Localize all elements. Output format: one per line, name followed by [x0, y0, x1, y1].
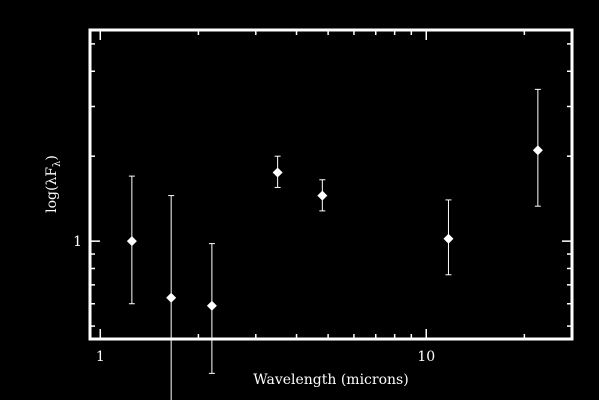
data-point-diamond [166, 292, 177, 303]
tick-labels: 1 10 1 [73, 234, 435, 365]
plot-frame [88, 28, 574, 341]
data-point-diamond [206, 300, 217, 311]
y-axis-label: log(λFλ) [44, 155, 63, 213]
data-point-diamond [126, 236, 137, 247]
axis-ticks [90, 30, 572, 339]
x-axis-label: Wavelength (microns) [253, 372, 408, 388]
y-axis-label-suffix: ) [44, 155, 60, 160]
x-tick-label: 1 [96, 349, 105, 365]
y-tick-label: 1 [73, 234, 82, 250]
data-point-diamond [317, 190, 328, 201]
data-marks [126, 88, 543, 400]
y-axis-label-subscript: λ [52, 160, 63, 167]
data-point-diamond [443, 233, 454, 244]
x-tick-label: 10 [417, 349, 435, 365]
y-axis-label-main: log(λF [44, 167, 60, 213]
data-point-diamond [532, 145, 543, 156]
data-point-diamond [272, 167, 283, 178]
